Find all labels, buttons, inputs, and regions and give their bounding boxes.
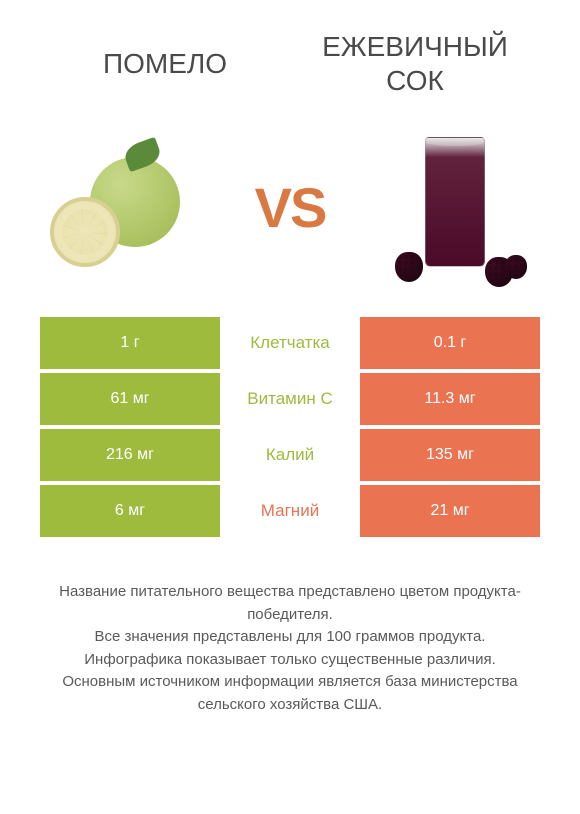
cell-right-value: 11.3 мг xyxy=(360,373,540,425)
juice-illustration xyxy=(390,127,530,287)
footer-text: Название питательного вещества представл… xyxy=(0,541,580,736)
cell-label: Клетчатка xyxy=(220,317,360,369)
comparison-table: 1 г Клетчатка 0.1 г 61 мг Витамин C 11.3… xyxy=(0,317,580,537)
footer-line: Инфографика показывает только существенн… xyxy=(40,649,540,672)
table-row: 1 г Клетчатка 0.1 г xyxy=(40,317,540,369)
cell-left-value: 6 мг xyxy=(40,485,220,537)
table-row: 61 мг Витамин C 11.3 мг xyxy=(40,373,540,425)
product-image-right xyxy=(380,127,540,287)
cell-left-value: 1 г xyxy=(40,317,220,369)
cell-label: Витамин C xyxy=(220,373,360,425)
footer-line: Основным источником информации является … xyxy=(40,671,540,716)
cell-right-value: 0.1 г xyxy=(360,317,540,369)
title-left: ПОМЕЛО xyxy=(40,48,290,80)
cell-left-value: 61 мг xyxy=(40,373,220,425)
table-row: 6 мг Магний 21 мг xyxy=(40,485,540,537)
cell-label: Калий xyxy=(220,429,360,481)
vs-label: VS xyxy=(255,175,326,240)
cell-right-value: 21 мг xyxy=(360,485,540,537)
cell-label: Магний xyxy=(220,485,360,537)
cell-right-value: 135 мг xyxy=(360,429,540,481)
images-row: VS xyxy=(0,117,580,317)
table-row: 216 мг Калий 135 мг xyxy=(40,429,540,481)
cell-left-value: 216 мг xyxy=(40,429,220,481)
product-image-left xyxy=(40,127,200,287)
pomelo-illustration xyxy=(50,137,190,277)
footer-line: Все значения представлены для 100 граммо… xyxy=(40,626,540,649)
footer-line: Название питательного вещества представл… xyxy=(40,581,540,626)
title-right: ЕЖЕВИЧНЫЙ СОК xyxy=(290,30,540,97)
